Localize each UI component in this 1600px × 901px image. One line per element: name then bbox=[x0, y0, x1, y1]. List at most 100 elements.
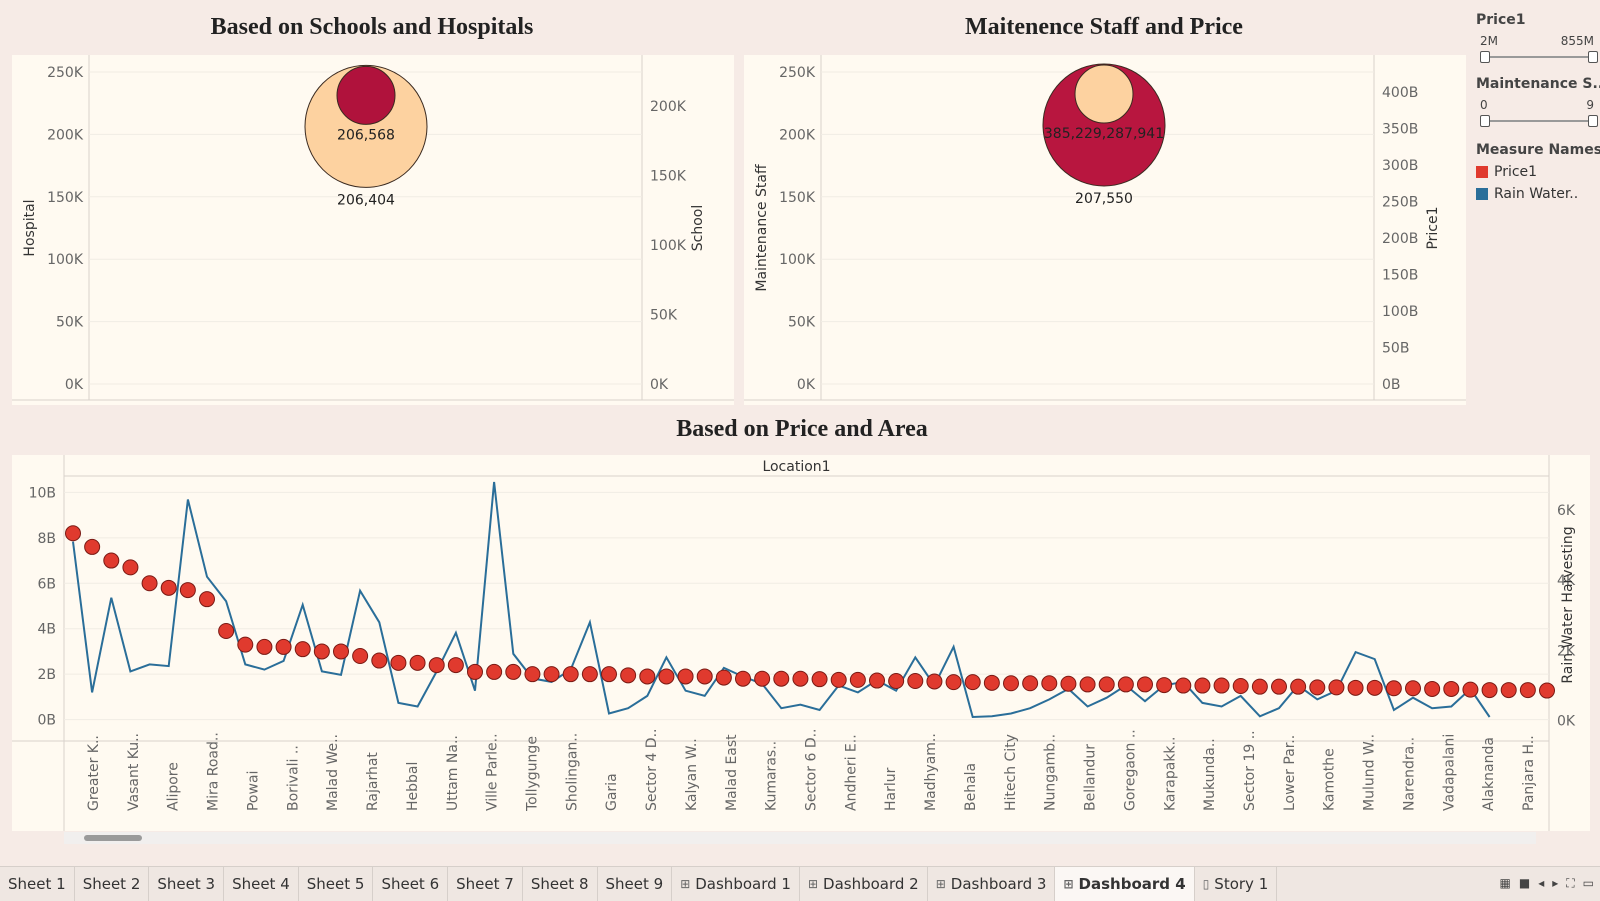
tab-label: Sheet 4 bbox=[232, 875, 290, 893]
legend-item-price[interactable]: Price1 bbox=[1476, 164, 1600, 180]
price-point bbox=[275, 638, 292, 655]
legend-item-rain-water[interactable]: Rain Water.. bbox=[1476, 186, 1600, 202]
price-point bbox=[1290, 678, 1307, 695]
location-tick-label: Uttam Na.. bbox=[445, 735, 461, 811]
price-point bbox=[792, 670, 809, 687]
tab-label: Sheet 8 bbox=[530, 875, 589, 893]
price-point bbox=[658, 668, 675, 685]
tab-sheet-5[interactable]: Sheet 5 bbox=[299, 867, 374, 901]
price-point bbox=[983, 674, 1000, 691]
price-point bbox=[390, 654, 407, 671]
right-tick-label: 100B bbox=[1382, 304, 1418, 320]
price-point bbox=[294, 641, 311, 658]
right-tick-label: 250B bbox=[1382, 195, 1418, 211]
location-tick-label: Karapakk.. bbox=[1162, 737, 1178, 811]
price-point bbox=[486, 663, 503, 680]
rain-water-line bbox=[72, 481, 1491, 719]
tab-sheet-8[interactable]: Sheet 8 bbox=[523, 867, 598, 901]
price-range-slider[interactable] bbox=[1480, 50, 1598, 64]
right-tick-label: 0K bbox=[1557, 713, 1576, 729]
bubble-value-label: 206,404 bbox=[337, 192, 395, 208]
location-tick-label: Hitech City bbox=[1003, 734, 1019, 811]
chart-maintenance-price[interactable]: 250K 200K 150K 100K 50K 0K 400B 350B 300B 250B 200… bbox=[744, 55, 1466, 405]
tab-sheet-3[interactable]: Sheet 3 bbox=[149, 867, 225, 901]
location-tick-label: Mira Road.. bbox=[206, 732, 222, 811]
price-point bbox=[715, 669, 732, 686]
left-tick-label: 50K bbox=[56, 315, 84, 331]
tab-label: Sheet 2 bbox=[82, 875, 141, 893]
dashboard-icon: ⊞ bbox=[807, 877, 819, 891]
price-point bbox=[179, 582, 196, 599]
price-point bbox=[1481, 682, 1498, 699]
price-point bbox=[84, 538, 101, 555]
grid-view-icon[interactable]: ▦ bbox=[1499, 876, 1511, 890]
tab-dashboard-4[interactable]: ⊞ Dashboard 4 bbox=[1055, 867, 1195, 901]
slider-max-handle[interactable] bbox=[1588, 115, 1598, 127]
price-filter-label: Price1 bbox=[1476, 12, 1526, 28]
left-tick-label: 200K bbox=[47, 127, 84, 143]
right-tick-label: 150B bbox=[1382, 268, 1418, 284]
left-tick-label: 0K bbox=[797, 377, 816, 393]
tab-story-1[interactable]: ▯ Story 1 bbox=[1195, 867, 1278, 901]
tab-sheet-7[interactable]: Sheet 7 bbox=[448, 867, 523, 901]
prev-icon[interactable]: ◂ bbox=[1538, 876, 1545, 890]
slider-min-handle[interactable] bbox=[1480, 115, 1490, 127]
price-point bbox=[1424, 680, 1441, 697]
maintenance-range-slider[interactable] bbox=[1480, 114, 1598, 128]
price-point bbox=[1443, 680, 1460, 697]
tab-sheet-1[interactable]: Sheet 1 bbox=[0, 867, 75, 901]
price-point bbox=[1366, 679, 1383, 696]
left-tick-label: 50K bbox=[788, 315, 816, 331]
measure-names-label: Measure Names bbox=[1476, 142, 1600, 158]
tab-label: Sheet 5 bbox=[306, 875, 365, 893]
price-point bbox=[639, 668, 656, 685]
price-point bbox=[849, 671, 866, 688]
left-tick-label: 2B bbox=[37, 667, 56, 683]
location-tick-label: Borivali .. bbox=[285, 745, 301, 811]
tab-sheet-2[interactable]: Sheet 2 bbox=[75, 867, 150, 901]
left-axis-title: Hospital bbox=[22, 199, 38, 256]
location-tick-label: Panjara H.. bbox=[1521, 735, 1537, 811]
present-icon[interactable]: ▭ bbox=[1582, 876, 1594, 890]
horizontal-scrollbar[interactable] bbox=[64, 832, 1536, 844]
right-tick-label: 0B bbox=[1382, 377, 1401, 393]
location-tick-label: Bellandur bbox=[1083, 744, 1099, 811]
location-tick-label: Kamothe bbox=[1322, 748, 1338, 811]
tab-dashboard-2[interactable]: ⊞ Dashboard 2 bbox=[800, 867, 928, 901]
tab-sheet-6[interactable]: Sheet 6 bbox=[373, 867, 449, 901]
tab-sheet-4[interactable]: Sheet 4 bbox=[224, 867, 299, 901]
chart-price-area[interactable]: Location1 10B 8B 6B 4B 2B 0B 6K 4K 2K 0K Rain Water… bbox=[12, 455, 1590, 831]
price-point bbox=[1328, 679, 1345, 696]
price-point bbox=[1462, 681, 1479, 698]
tab-dashboard-3[interactable]: ⊞ Dashboard 3 bbox=[928, 867, 1056, 901]
fullscreen-icon[interactable]: ⛶ bbox=[1566, 876, 1575, 890]
left-tick-label: 6B bbox=[37, 576, 56, 592]
right-tick-label: 2K bbox=[1557, 643, 1576, 659]
next-icon[interactable]: ▸ bbox=[1552, 876, 1559, 890]
location-tick-label: Vadapalani bbox=[1441, 734, 1457, 811]
price-point bbox=[1003, 675, 1019, 692]
slider-max-handle[interactable] bbox=[1588, 51, 1598, 63]
scrollbar-thumb[interactable] bbox=[84, 835, 142, 841]
slider-min-handle[interactable] bbox=[1480, 51, 1490, 63]
price-point bbox=[256, 638, 273, 655]
price-point bbox=[1232, 678, 1249, 694]
price-point bbox=[467, 663, 483, 680]
right-tick-label: 100K bbox=[650, 238, 687, 254]
location-tick-label: Lower Par.. bbox=[1282, 735, 1298, 811]
price-point bbox=[945, 674, 962, 691]
outer-bubble bbox=[1042, 63, 1166, 187]
tab-sheet-9[interactable]: Sheet 9 bbox=[598, 867, 673, 901]
tab-dashboard-1[interactable]: ⊞ Dashboard 1 bbox=[672, 867, 800, 901]
legend-label: Rain Water.. bbox=[1494, 186, 1579, 202]
single-view-icon[interactable]: ■ bbox=[1518, 876, 1531, 890]
location-tick-label: Alaknanda bbox=[1481, 737, 1497, 811]
price-point bbox=[313, 643, 330, 660]
left-tick-label: 100K bbox=[779, 252, 816, 268]
chart-schools-hospitals[interactable]: 250K 200K 150K 100K 50K 0K 200K 150K 100K 50K 0K Ho… bbox=[12, 55, 734, 405]
tab-label: Dashboard 4 bbox=[1078, 875, 1186, 893]
price-point bbox=[581, 666, 598, 683]
location-tick-label: Nungamb.. bbox=[1043, 734, 1059, 811]
price-point bbox=[160, 579, 177, 596]
price-point bbox=[1194, 677, 1211, 694]
